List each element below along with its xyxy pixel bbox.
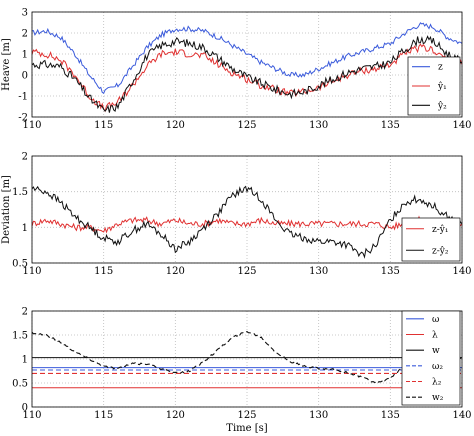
- y-axis-label: Heave [m]: [1, 38, 12, 91]
- legend: z-ŷ₁ z-ŷ₂: [401, 217, 461, 262]
- x-tick-label: 135: [381, 120, 400, 131]
- legend-box: [401, 310, 461, 406]
- y-tick-label: 0: [22, 71, 28, 82]
- axes-frame: [31, 310, 463, 408]
- x-tick-label: 115: [94, 120, 113, 131]
- y-tick-label: 2: [22, 152, 28, 163]
- legend-label: ŷ₁: [437, 81, 447, 92]
- legend-label: ω₂: [432, 362, 443, 372]
- legend-label: w: [432, 346, 440, 356]
- legend-label: ω: [432, 315, 439, 325]
- y-tick-label: 2: [22, 29, 28, 40]
- x-tick-label: 130: [309, 120, 328, 131]
- y-tick-label: -2: [18, 113, 28, 124]
- x-tick-label: 125: [237, 266, 256, 277]
- series-line: [32, 22, 462, 95]
- y-tick-label: 3: [22, 8, 28, 19]
- series-line: [32, 185, 462, 259]
- y-tick-label: 1: [22, 355, 28, 366]
- x-tick-label: 135: [381, 266, 400, 277]
- series-line: [32, 331, 462, 384]
- y-tick-label: 1: [22, 50, 28, 61]
- x-tick-label: 140: [452, 410, 471, 421]
- legend-label: z: [438, 63, 443, 73]
- legend-label: z-ŷ₂: [432, 245, 449, 256]
- x-tick-label: 135: [381, 410, 400, 421]
- x-tick-label: 110: [22, 410, 41, 421]
- x-tick-label: 115: [94, 266, 113, 277]
- legend-label: z-ŷ₁: [432, 224, 448, 235]
- x-tick-label: 120: [166, 120, 185, 131]
- x-tick-label: 125: [237, 410, 256, 421]
- deviation-panel: 110 115 120 125 130 135 140 0.5 1 1.5 2 Deviation […: [1, 152, 472, 278]
- y-axis-label: Deviation [m]: [1, 175, 12, 244]
- axes-frame: [31, 11, 463, 118]
- x-tick-label: 130: [309, 266, 328, 277]
- legend-label: λ: [432, 331, 438, 341]
- x-tick-label: 130: [309, 410, 328, 421]
- legend: ωλw ω₂ λ₂ w₂: [401, 310, 461, 406]
- y-tick-label: 0: [22, 403, 28, 414]
- series-line: [32, 35, 462, 113]
- y-tick-label: 0.5: [12, 259, 28, 270]
- y-tick-label: 0.5: [12, 379, 28, 390]
- y-tick-label: 1.5: [12, 331, 28, 342]
- x-tick-label: 140: [452, 266, 471, 277]
- legend-label: w₂: [432, 393, 444, 403]
- y-tick-label: 1.5: [12, 187, 28, 198]
- x-axis-label: Time [s]: [226, 423, 267, 434]
- y-tick-label: -1: [18, 92, 28, 103]
- axes-frame: [31, 155, 463, 264]
- legend-box: [401, 217, 461, 262]
- x-tick-label: 115: [94, 410, 113, 421]
- legend-label: ŷ₂: [437, 100, 447, 111]
- y-tick-label: 1: [22, 223, 28, 234]
- x-tick-label: 140: [452, 120, 471, 131]
- x-tick-label: 125: [237, 120, 256, 131]
- legend: z ŷ₁ ŷ₂: [407, 56, 461, 116]
- series-line: [32, 215, 462, 234]
- plot-area: [32, 156, 462, 263]
- x-tick-label: 110: [22, 120, 41, 131]
- x-tick-label: 120: [166, 266, 185, 277]
- legend-label: λ₂: [432, 378, 442, 388]
- x-tick-label: 120: [166, 410, 185, 421]
- x-tick-label: 110: [22, 266, 41, 277]
- y-tick-label: 2: [22, 307, 28, 318]
